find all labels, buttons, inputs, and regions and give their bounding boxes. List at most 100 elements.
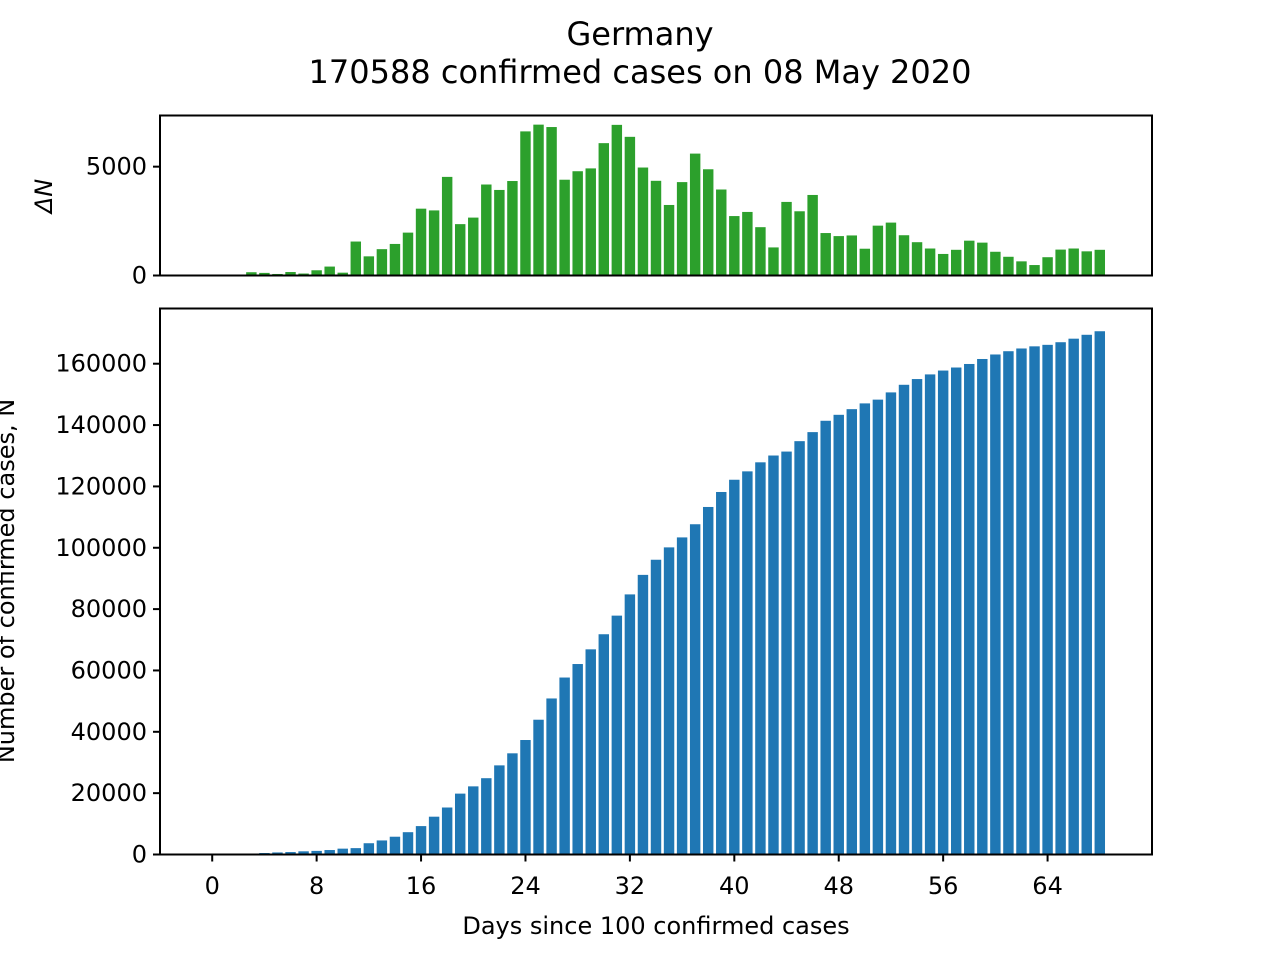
x-tick-label: 24 bbox=[510, 872, 541, 900]
cumulative-cases-bar bbox=[402, 832, 414, 855]
cumulative-cases-y-tick-label: 0 bbox=[132, 841, 147, 869]
cumulative-cases-y-tick-label: 140000 bbox=[55, 411, 147, 439]
x-tick-label: 48 bbox=[823, 872, 854, 900]
cumulative-cases-bar bbox=[937, 370, 949, 855]
cumulative-cases-bar bbox=[729, 479, 740, 855]
daily-new-cases-bar bbox=[950, 249, 962, 276]
cumulative-cases-bar bbox=[846, 409, 858, 855]
daily-new-cases-bar bbox=[572, 171, 583, 276]
cumulative-cases-bar bbox=[559, 677, 570, 855]
daily-new-cases-bar bbox=[637, 167, 649, 276]
cumulative-cases-bar bbox=[833, 414, 844, 855]
daily-new-cases-bar bbox=[650, 180, 662, 276]
cumulative-cases-bar bbox=[624, 594, 636, 855]
daily-new-cases-bar bbox=[964, 240, 975, 276]
cumulative-cases-bars bbox=[206, 331, 1106, 855]
cumulative-cases-bar bbox=[859, 403, 871, 855]
daily-new-cases-bar bbox=[1094, 249, 1106, 276]
cumulative-cases-y-tick-label: 60000 bbox=[71, 656, 147, 684]
daily-new-cases-bar bbox=[624, 136, 636, 276]
daily-new-cases-bar bbox=[559, 179, 570, 276]
daily-new-cases-bar bbox=[977, 242, 988, 276]
cumulative-cases-bar bbox=[964, 363, 975, 855]
cumulative-cases-bar bbox=[1029, 346, 1040, 855]
daily-new-cases-bar bbox=[454, 224, 466, 276]
daily-new-cases-bar bbox=[337, 272, 348, 276]
x-tick-label: 64 bbox=[1032, 872, 1063, 900]
cumulative-cases-bar bbox=[598, 634, 610, 855]
daily-new-cases-bar bbox=[611, 124, 623, 276]
daily-new-cases-bar bbox=[1081, 251, 1092, 276]
daily-new-cases-bar bbox=[428, 210, 440, 276]
daily-new-cases-bar bbox=[872, 225, 884, 276]
cumulative-cases-bar bbox=[676, 537, 688, 855]
daily-new-cases-bar bbox=[755, 227, 766, 276]
cumulative-cases-bar bbox=[376, 840, 388, 855]
cumulative-cases-y-tick-label: 120000 bbox=[55, 472, 147, 500]
cumulative-cases-bar bbox=[990, 354, 1001, 855]
x-tick-label: 40 bbox=[719, 872, 750, 900]
cumulative-cases-bar bbox=[650, 559, 662, 855]
cumulative-cases-bar bbox=[1068, 338, 1079, 855]
daily-new-cases-bar bbox=[468, 217, 479, 276]
daily-new-cases-bar bbox=[507, 181, 518, 276]
daily-new-cases-axes-frame bbox=[159, 114, 1153, 277]
daily-new-cases-bar bbox=[859, 248, 871, 276]
daily-new-cases-bar bbox=[676, 182, 688, 276]
cumulative-cases-bar bbox=[885, 392, 897, 855]
cumulative-cases-y-tick-label: 20000 bbox=[71, 779, 147, 807]
cumulative-cases-bar bbox=[389, 836, 401, 855]
daily-new-cases-bar bbox=[246, 272, 257, 276]
cumulative-cases-bar bbox=[1081, 334, 1092, 855]
x-tick-label: 56 bbox=[928, 872, 959, 900]
cumulative-cases-bar bbox=[742, 471, 753, 855]
daily-new-cases-bar bbox=[702, 169, 714, 276]
cumulative-cases-bar bbox=[363, 843, 375, 855]
cumulative-cases-y-tick-label: 80000 bbox=[71, 595, 147, 623]
cumulative-cases-bar bbox=[663, 547, 675, 855]
x-tick-label: 8 bbox=[309, 872, 324, 900]
cumulative-cases-bar bbox=[807, 432, 818, 855]
daily-new-cases-bar bbox=[324, 266, 335, 276]
daily-new-cases-bar bbox=[990, 251, 1001, 276]
cumulative-cases-bar bbox=[611, 615, 623, 855]
cumulative-cases-bar bbox=[494, 765, 505, 855]
cumulative-cases-bar bbox=[481, 778, 492, 855]
cumulative-cases-bar bbox=[415, 826, 427, 855]
cumulative-cases-bar bbox=[702, 506, 714, 855]
cumulative-cases-bar bbox=[324, 850, 335, 855]
daily-new-cases-bar bbox=[402, 232, 414, 276]
cumulative-cases-bar bbox=[337, 848, 348, 855]
x-tick-label: 0 bbox=[205, 872, 220, 900]
daily-new-cases-bar bbox=[1029, 265, 1040, 276]
daily-new-cases-bar bbox=[807, 194, 818, 276]
daily-new-cases-bar bbox=[885, 222, 897, 276]
cumulative-cases-y-tick-label: 100000 bbox=[55, 534, 147, 562]
cumulative-cases-bar bbox=[441, 807, 453, 855]
daily-new-cases-bar bbox=[689, 153, 701, 276]
daily-new-cases-bar bbox=[911, 242, 923, 276]
cumulative-cases-bar bbox=[755, 462, 766, 855]
cumulative-cases-bar bbox=[520, 740, 531, 855]
daily-new-cases-bar bbox=[820, 233, 831, 276]
cumulative-cases-bar bbox=[285, 852, 296, 855]
cumulative-cases-bar bbox=[1016, 348, 1027, 855]
daily-new-cases-bar bbox=[729, 216, 740, 276]
daily-new-cases-bar bbox=[259, 272, 270, 276]
daily-new-cases-bar bbox=[742, 211, 753, 276]
cumulative-cases-bar bbox=[311, 850, 322, 855]
daily-new-cases-bar bbox=[585, 168, 596, 276]
cumulative-cases-bar bbox=[585, 649, 596, 855]
cumulative-cases-y-tick-label: 40000 bbox=[71, 718, 147, 746]
cumulative-cases-bar bbox=[911, 379, 923, 855]
daily-new-cases-bar bbox=[1003, 256, 1014, 276]
cumulative-cases-bar bbox=[950, 367, 962, 855]
daily-new-cases-bar bbox=[389, 243, 401, 276]
cumulative-cases-bar bbox=[350, 848, 362, 855]
daily-new-cases-bar bbox=[441, 176, 453, 276]
daily-new-cases-y-axis-label: ΔN bbox=[30, 179, 58, 215]
cumulative-cases-axes-frame bbox=[159, 307, 1153, 856]
cumulative-cases-bar bbox=[872, 399, 884, 855]
daily-new-cases-bar bbox=[781, 201, 792, 276]
